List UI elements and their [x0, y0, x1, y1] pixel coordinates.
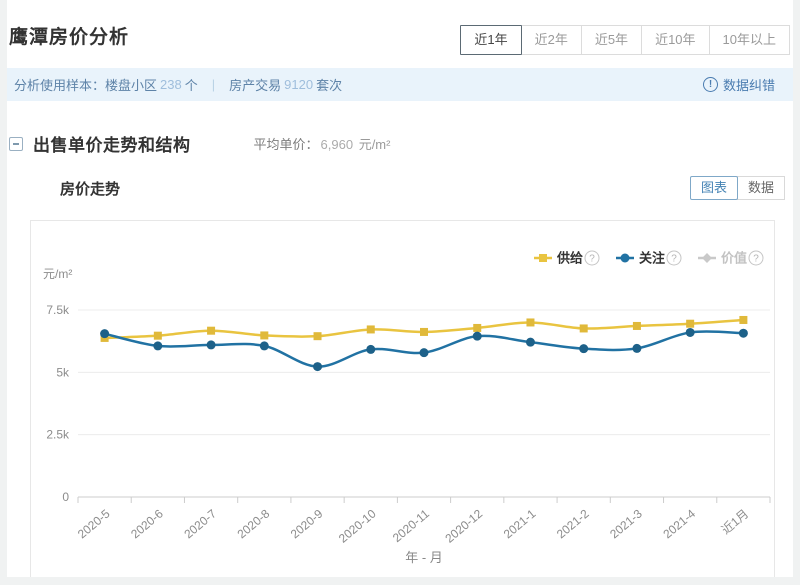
data-point-supply[interactable] — [366, 325, 375, 334]
time-range-tabs: 近1年 近2年 近5年 近10年 10年以上 — [460, 25, 790, 55]
legend-label: 关注 — [639, 251, 665, 266]
data-correction-link[interactable]: ! 数据纠错 — [702, 75, 775, 94]
data-point-attention[interactable] — [685, 327, 695, 337]
x-tick-label: 2020-7 — [181, 506, 219, 541]
data-point-supply[interactable] — [579, 324, 588, 333]
y-tick-label: 0 — [62, 490, 69, 504]
trend-chart-title: 房价走势 — [60, 181, 121, 198]
data-point-attention[interactable] — [525, 337, 535, 347]
view-toggle-data[interactable]: 数据 — [736, 176, 785, 200]
y-tick-label: 2.5k — [46, 428, 70, 442]
data-point-supply[interactable] — [686, 319, 695, 328]
legend-marker-circle-icon — [620, 253, 630, 263]
x-axis-title: 年 - 月 — [405, 550, 443, 565]
legend-item-supply[interactable]: 供给? — [534, 250, 600, 266]
sample-prefix-label: 分析使用样本： — [14, 78, 106, 93]
section-title: 出售单价走势和结构 — [33, 136, 191, 155]
data-point-attention[interactable] — [313, 362, 323, 372]
sample1-label: 楼盘小区 — [105, 78, 158, 93]
average-price-value: 6,960 — [320, 137, 354, 152]
data-point-supply[interactable] — [207, 326, 216, 335]
data-point-supply[interactable] — [260, 331, 269, 340]
data-point-attention[interactable] — [738, 328, 748, 338]
legend-item-attention[interactable]: 关注? — [616, 250, 682, 266]
legend-marker-square-icon — [539, 254, 547, 262]
sample2-value: 9120 — [284, 77, 314, 92]
x-tick-label: 2020-9 — [288, 506, 326, 541]
legend-label: 供给 — [556, 251, 583, 266]
info-icon: ! — [702, 77, 718, 92]
data-point-attention[interactable] — [419, 348, 429, 358]
sample2-unit: 套次 — [316, 78, 343, 93]
data-point-attention[interactable] — [100, 329, 110, 339]
time-range-tab-4[interactable]: 10年以上 — [708, 25, 790, 55]
help-icon-glyph: ? — [753, 254, 759, 265]
data-point-attention[interactable] — [206, 340, 216, 350]
sample1-unit: 个 — [184, 78, 198, 93]
data-point-supply[interactable] — [632, 321, 641, 330]
price-trend-chart: 0 2.5k 5k 7.5k 元/m² 2020-5 2020-6 2020-7 2020-8 2… — [43, 250, 771, 565]
x-tick-label: 2020-12 — [442, 506, 485, 545]
data-point-supply[interactable] — [739, 315, 748, 324]
x-tick-label: 2020-5 — [75, 506, 113, 541]
y-tick-label: 5k — [56, 365, 70, 379]
legend-marker-diamond-icon — [702, 253, 712, 263]
sample1-value: 238 — [160, 77, 182, 92]
page-edge-left — [0, 0, 7, 585]
time-range-tab-2[interactable]: 近5年 — [580, 25, 643, 55]
legend-label: 价值 — [721, 251, 747, 266]
view-toggle: 图表 数据 — [689, 176, 785, 200]
x-tick-label: 2020-8 — [235, 506, 273, 541]
sample-info-bar: 分析使用样本： 楼盘小区 238 个 | 房产交易 9120 套次 ! 数据纠错 — [7, 68, 793, 101]
sample2-label: 房产交易 — [229, 78, 282, 93]
x-tick-label: 2020-10 — [336, 506, 379, 545]
page-title: 鹰潭房价分析 — [9, 27, 130, 48]
data-correction-label: 数据纠错 — [722, 78, 775, 93]
data-point-supply[interactable] — [473, 323, 482, 332]
data-point-attention[interactable] — [366, 344, 376, 354]
average-price-label: 平均单价： — [253, 137, 319, 152]
x-tick-label: 2021-1 — [501, 506, 539, 541]
view-toggle-chart[interactable]: 图表 — [689, 176, 738, 200]
legend-item-value[interactable]: 价值? — [698, 250, 764, 266]
page-edge-bottom — [0, 577, 800, 585]
x-tick-label: 近1月 — [719, 507, 752, 537]
time-range-tab-1[interactable]: 近2年 — [520, 25, 582, 55]
collapse-minus-icon[interactable] — [9, 136, 23, 151]
x-tick-label: 2021-4 — [660, 506, 698, 541]
data-point-attention[interactable] — [579, 344, 589, 354]
time-range-tab-0[interactable]: 近1年 — [460, 25, 522, 55]
x-tick-label: 2021-2 — [554, 506, 592, 541]
help-icon-glyph: ? — [589, 254, 595, 265]
data-point-supply[interactable] — [313, 332, 322, 341]
help-icon[interactable] — [584, 250, 600, 266]
section-header: 出售单价走势和结构 平均单价： 6,960 元/m² — [9, 131, 390, 156]
average-price-unit: 元/m² — [358, 137, 391, 152]
average-price: 平均单价： 6,960 元/m² — [254, 134, 391, 153]
help-icon-glyph: ? — [671, 254, 677, 265]
data-point-supply[interactable] — [420, 327, 428, 336]
data-point-attention[interactable] — [259, 341, 269, 351]
page-edge-right — [793, 0, 800, 585]
time-range-tab-3[interactable]: 近10年 — [641, 25, 710, 55]
y-tick-label: 7.5k — [46, 303, 70, 317]
data-point-supply[interactable] — [153, 331, 162, 340]
x-tick-label: 2020-11 — [390, 506, 432, 545]
sample-divider: | — [211, 77, 216, 92]
data-point-supply[interactable] — [526, 318, 535, 327]
data-point-attention[interactable] — [153, 341, 163, 351]
price-trend-chart-card: 0 2.5k 5k 7.5k 元/m² 2020-5 2020-6 2020-7 2020-8 2… — [30, 220, 775, 582]
x-tick-label: 2021-3 — [607, 506, 645, 541]
data-point-attention[interactable] — [632, 343, 642, 353]
help-icon[interactable] — [748, 250, 764, 266]
data-point-attention[interactable] — [472, 331, 482, 341]
y-axis-unit-label: 元/m² — [43, 267, 72, 281]
x-tick-label: 2020-6 — [128, 506, 166, 541]
help-icon[interactable] — [666, 250, 682, 266]
